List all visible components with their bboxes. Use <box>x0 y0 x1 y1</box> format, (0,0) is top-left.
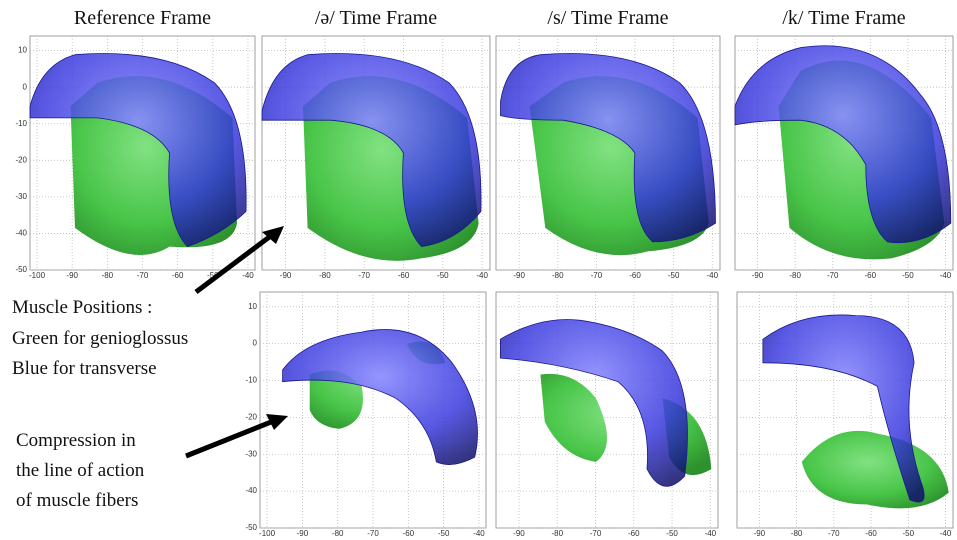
x-tick-label: -50 <box>437 271 449 280</box>
x-tick-label: -70 <box>591 271 603 280</box>
x-tick-label: -90 <box>513 529 525 538</box>
x-tick-label: -80 <box>791 529 803 538</box>
panel: -90 -80 -70 -60 -50 -40 <box>737 292 953 538</box>
y-tick-label: -30 <box>15 192 27 201</box>
x-tick-label: -80 <box>319 271 331 280</box>
x-tick-label: -70 <box>358 271 370 280</box>
y-tick-label: -20 <box>15 155 27 164</box>
x-tick-label: -90 <box>752 271 764 280</box>
x-tick-label: -50 <box>902 271 914 280</box>
x-tick-label: -100 <box>259 529 276 538</box>
y-tick-label: -20 <box>245 412 257 421</box>
x-tick-label: -40 <box>940 271 952 280</box>
annotation-line: Blue for transverse <box>12 358 157 379</box>
x-tick-label: -80 <box>102 271 114 280</box>
annotation-line: of muscle fibers <box>16 490 138 511</box>
x-tick-label: -90 <box>754 529 766 538</box>
x-tick-label: -90 <box>513 271 525 280</box>
y-tick-label: 10 <box>248 302 257 311</box>
x-tick-label: -40 <box>706 271 718 280</box>
annotation-line: Muscle Positions : <box>12 297 152 318</box>
panel: -90 -80 -70 -60 -50 -40 <box>496 292 718 538</box>
y-tick-label: -50 <box>245 523 257 532</box>
y-tick-label: -40 <box>15 229 27 238</box>
panel-title: /k/ Time Frame <box>782 7 905 29</box>
panel: -90 -80 -70 -60 -50 -40/ə/ Time Frame <box>262 7 490 280</box>
y-tick-label: -30 <box>245 449 257 458</box>
figure: -100-90-80-70-60-50-40100-10-20-30-40-50… <box>0 0 957 540</box>
x-tick-label: -60 <box>629 271 641 280</box>
x-tick-label: -70 <box>828 529 840 538</box>
x-tick-label: -40 <box>705 529 717 538</box>
panel: -100-90-80-70-60-50-40100-10-20-30-40-50… <box>15 7 255 280</box>
x-tick-label: -60 <box>865 529 877 538</box>
annotation-line: the line of action <box>16 460 145 481</box>
x-tick-label: -50 <box>438 529 450 538</box>
x-tick-label: -60 <box>172 271 184 280</box>
x-tick-label: -90 <box>297 529 309 538</box>
x-tick-label: -100 <box>29 271 46 280</box>
panel: -100 -90 -80 -70 -60 -50 -40 10 0 -10 -20 -30 -40 -50 <box>245 292 486 538</box>
x-tick-label: -80 <box>789 271 801 280</box>
panel: -90 -80 -70 -60 -50 -40/s/ Time Frame <box>496 7 720 280</box>
x-tick-label: -80 <box>332 529 344 538</box>
x-tick-label: -60 <box>398 271 410 280</box>
x-tick-label: -70 <box>827 271 839 280</box>
x-tick-label: -90 <box>280 271 292 280</box>
x-tick-label: -60 <box>865 271 877 280</box>
x-tick-label: -90 <box>66 271 78 280</box>
x-tick-label: -60 <box>403 529 415 538</box>
x-tick-label: -40 <box>940 529 952 538</box>
y-tick-label: -50 <box>15 265 27 274</box>
x-tick-label: -70 <box>590 529 602 538</box>
y-tick-label: 10 <box>18 46 27 55</box>
y-tick-label: -10 <box>15 119 27 128</box>
annotation-line: Green for genioglossus <box>12 328 188 349</box>
x-tick-label: -40 <box>242 271 254 280</box>
panel-title: /ə/ Time Frame <box>315 7 437 29</box>
panel-title: /s/ Time Frame <box>547 7 668 29</box>
y-tick-label: 0 <box>23 82 28 91</box>
x-tick-label: -70 <box>137 271 149 280</box>
x-tick-label: -50 <box>668 271 680 280</box>
x-tick-label: -40 <box>476 271 488 280</box>
panel-title: Reference Frame <box>74 7 211 29</box>
x-tick-label: -40 <box>473 529 485 538</box>
y-tick-label: -10 <box>245 376 257 385</box>
x-tick-label: -80 <box>552 271 564 280</box>
x-tick-label: -50 <box>903 529 915 538</box>
x-tick-label: -60 <box>628 529 640 538</box>
y-tick-label: -40 <box>245 486 257 495</box>
x-tick-label: -50 <box>666 529 678 538</box>
panel: -90 -80 -70 -60 -50 -40/k/ Time Frame <box>735 7 953 280</box>
annotation-line: Compression in <box>16 430 136 451</box>
y-tick-label: 0 <box>253 339 258 348</box>
x-tick-label: -70 <box>367 529 379 538</box>
x-tick-label: -80 <box>551 529 563 538</box>
